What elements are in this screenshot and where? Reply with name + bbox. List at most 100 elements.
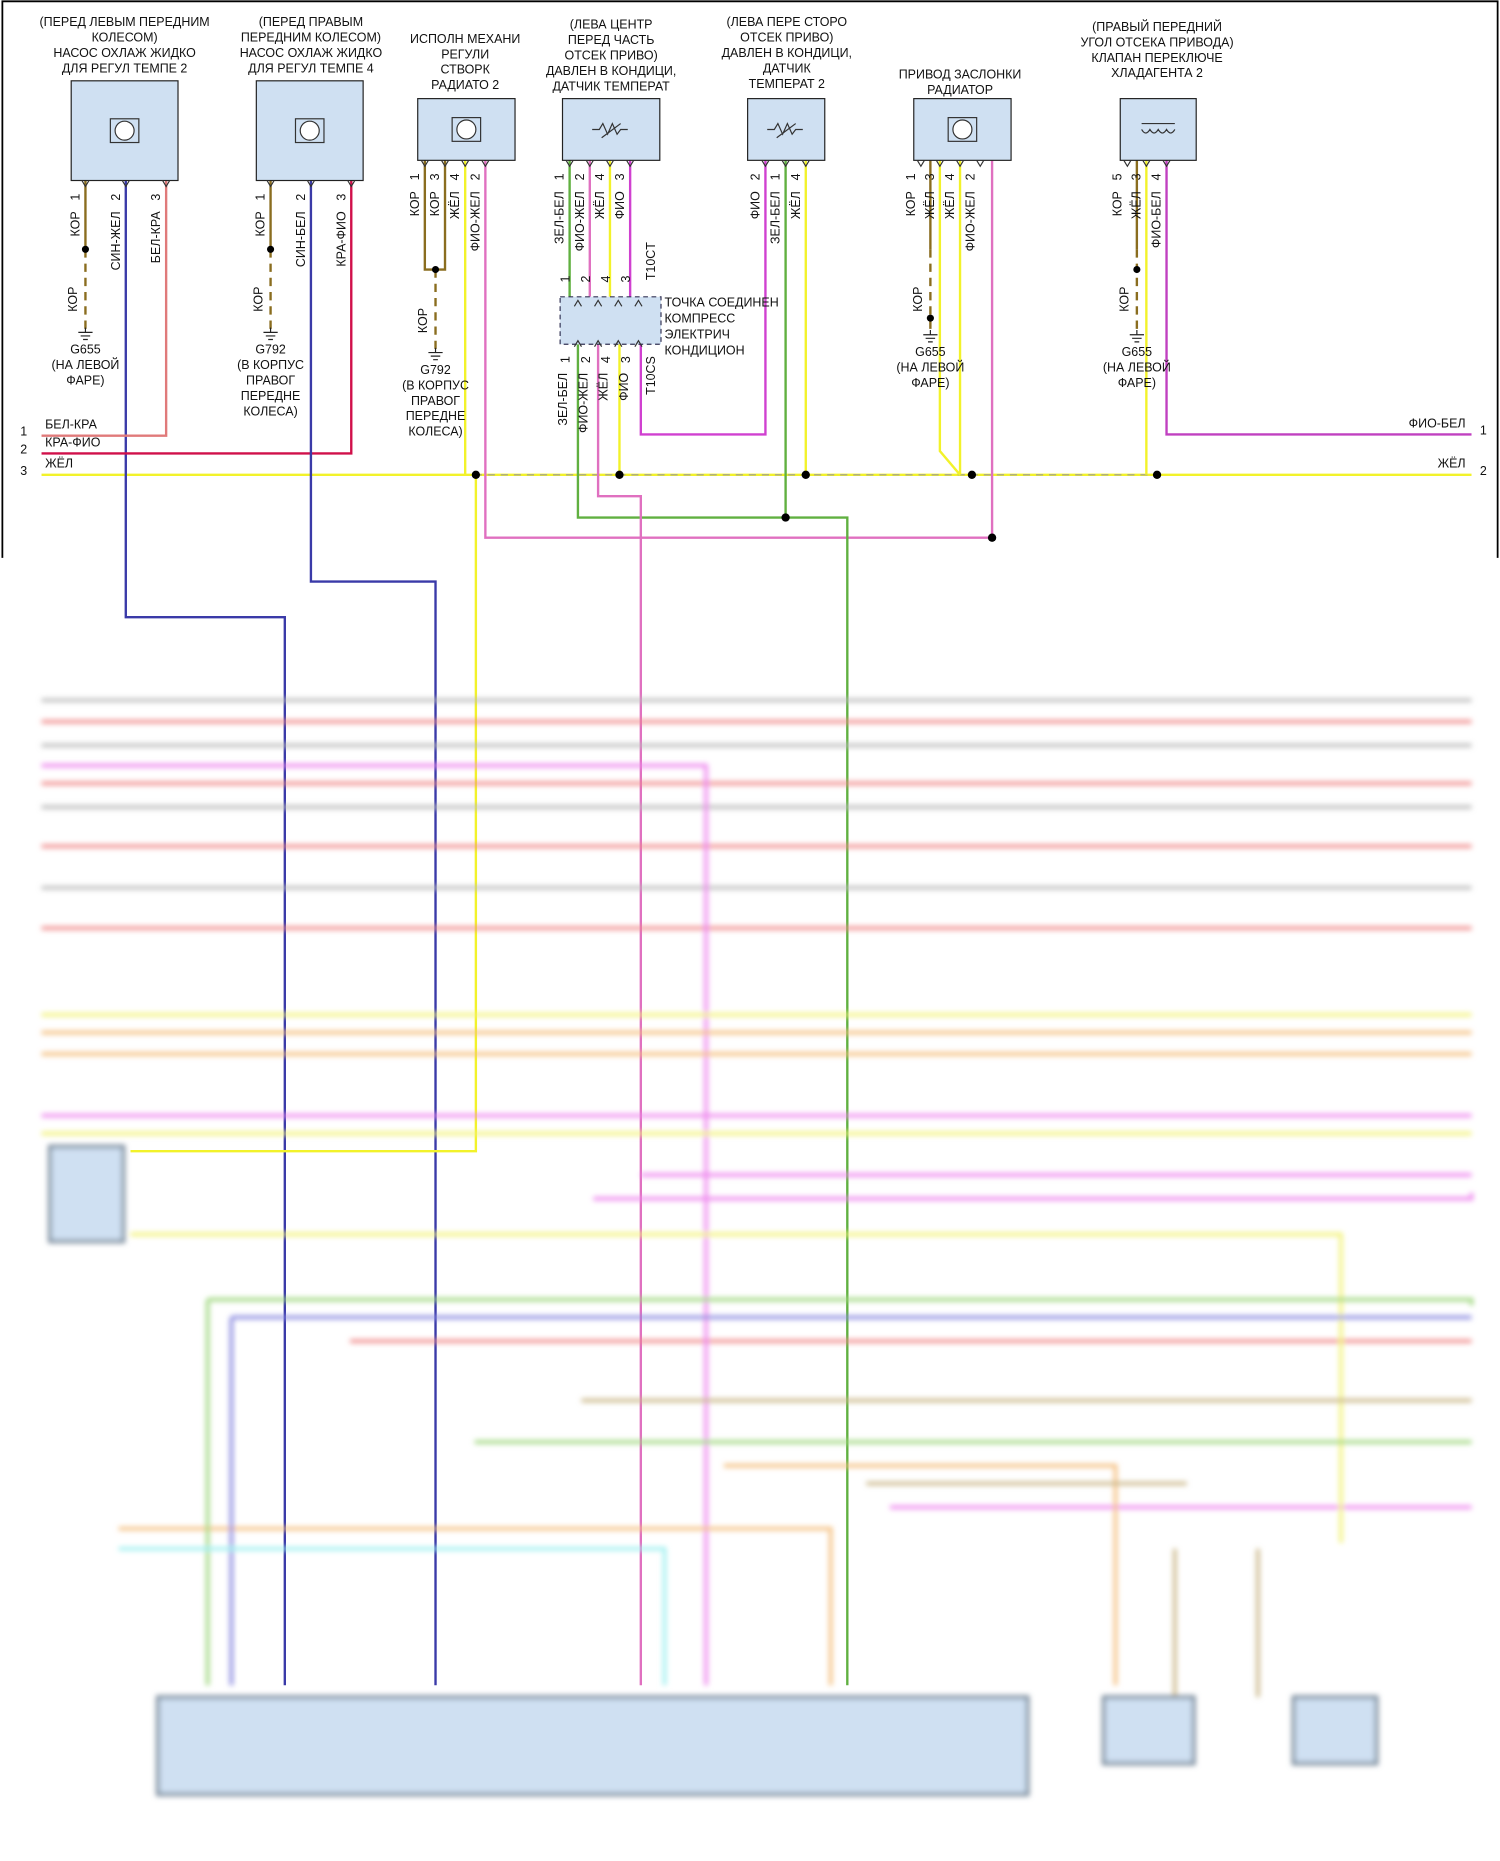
sensor-icon bbox=[767, 122, 803, 139]
pin bbox=[935, 160, 944, 168]
icon-frame bbox=[451, 117, 482, 142]
wire-label: КОР bbox=[1110, 191, 1124, 216]
ground-location: ПРАВОГ bbox=[246, 374, 295, 388]
pin-number: 1 bbox=[904, 173, 918, 180]
wire-label: ФИО bbox=[748, 191, 762, 219]
pin-number: 4 bbox=[593, 173, 607, 180]
pin bbox=[605, 160, 615, 168]
ground-symbol bbox=[78, 327, 93, 341]
pin-number: 2 bbox=[573, 173, 587, 180]
wire-label: ЖЁЛ bbox=[923, 191, 937, 219]
component-label: ОТСЕК ПРИВО) bbox=[740, 31, 833, 45]
ground-symbol bbox=[923, 330, 938, 343]
icon-frame bbox=[947, 117, 978, 142]
rail-wire-label: ФИО-БЕЛ bbox=[1409, 416, 1466, 430]
component-label: ПРИВОД ЗАСЛОНКИ bbox=[899, 67, 1022, 81]
ground-symbol bbox=[428, 347, 443, 361]
pin-number: 2 bbox=[468, 173, 482, 180]
connector-pin-mark bbox=[614, 299, 623, 347]
pin bbox=[461, 160, 470, 168]
component-box bbox=[561, 98, 661, 161]
pin-number: 3 bbox=[613, 173, 627, 180]
connector-pin-mark bbox=[594, 299, 603, 347]
pin bbox=[81, 180, 90, 188]
wire-label: ФИО bbox=[613, 191, 627, 219]
wire-label: ФИО-ЖЕЛ bbox=[573, 191, 587, 251]
connector-label: ЭЛЕКТРИЧ bbox=[665, 327, 730, 341]
component-label: ДАТЧИК bbox=[763, 62, 812, 76]
wire bbox=[588, 160, 643, 1686]
component-label: (ПРАВЫЙ ПЕРЕДНИЙ bbox=[1092, 19, 1222, 34]
component-label: КЛАПАН ПЕРЕКЛЮЧЕ bbox=[1091, 51, 1222, 65]
wire-label: ЗЕЛ-БЕЛ bbox=[553, 191, 567, 244]
pin bbox=[565, 160, 574, 168]
rail-number: 2 bbox=[1480, 464, 1487, 478]
pin-number: 3 bbox=[149, 194, 163, 201]
wire-label: ФИО-ЖЕЛ bbox=[576, 373, 590, 433]
component-label: ОТСЕК ПРИВО) bbox=[565, 48, 658, 62]
wire-label: СИН-ЖЕЛ bbox=[109, 211, 123, 270]
component-box bbox=[747, 98, 826, 161]
connector-pin: 3 bbox=[619, 356, 633, 363]
rail-wire-label: КРА-ФИО bbox=[45, 435, 101, 449]
sensor-icon bbox=[592, 122, 628, 139]
motor-icon bbox=[114, 120, 135, 141]
wire-label: ЗЕЛ-БЕЛ bbox=[556, 373, 570, 426]
pin-number: 2 bbox=[109, 194, 123, 201]
component-label: ПЕРЕД ЧАСТЬ bbox=[568, 33, 654, 47]
pin bbox=[420, 160, 429, 168]
wire bbox=[608, 160, 1148, 476]
ground-name: G655 bbox=[70, 343, 101, 357]
pin bbox=[440, 160, 450, 168]
component-label: ИСПОЛН МЕХАНИ bbox=[410, 32, 520, 46]
component-label: РЕГУЛИ bbox=[441, 47, 489, 61]
component-label: (ЛЕВА ПЕРЕ СТОРО bbox=[726, 15, 847, 29]
pin bbox=[626, 160, 635, 168]
connector-label: КОМПРЕСС bbox=[665, 311, 736, 325]
pin-number: 5 bbox=[1110, 173, 1124, 180]
pin bbox=[1142, 160, 1151, 168]
wire-label: ФИО-ЖЕЛ bbox=[963, 191, 977, 251]
pin-number: 4 bbox=[1150, 173, 1164, 180]
rail-number: 2 bbox=[20, 442, 27, 456]
component-label: РАДИАТО 2 bbox=[431, 78, 499, 92]
ground-wire-label: КОР bbox=[911, 287, 925, 312]
rail-number: 3 bbox=[20, 464, 27, 478]
ground-location: ФАРЕ) bbox=[911, 376, 949, 390]
wire-label: СИН-БЕЛ bbox=[294, 211, 308, 267]
pin-number: 4 bbox=[448, 173, 462, 180]
wire-label: ФИО-БЕЛ bbox=[1150, 191, 1164, 248]
ground-location: КОЛЕСА) bbox=[243, 404, 297, 418]
pin-number: 1 bbox=[408, 173, 422, 180]
pin-number: 1 bbox=[769, 173, 783, 180]
ground-location: (НА ЛЕВОЙ bbox=[1103, 360, 1171, 375]
pin bbox=[781, 160, 790, 168]
connector-pin: 4 bbox=[599, 356, 613, 363]
rail-wire-label: БЕЛ-КРА bbox=[45, 418, 98, 432]
wire-label: ЗЕЛ-БЕЛ bbox=[769, 191, 783, 244]
pin-number: 3 bbox=[1129, 173, 1143, 180]
ground-location: ФАРЕ) bbox=[1118, 376, 1156, 390]
wire-label: ЖЁЛ bbox=[593, 191, 607, 219]
ground-symbol bbox=[1129, 330, 1144, 343]
wire bbox=[1165, 160, 1472, 436]
component-label: ХЛАДАГЕНТА 2 bbox=[1111, 66, 1203, 80]
component-label: НАСОС ОХЛАЖ ЖИДКО bbox=[240, 46, 383, 60]
pin-number: 1 bbox=[69, 194, 83, 201]
pin-number: 1 bbox=[553, 173, 567, 180]
component-label: ДАВЛЕН В КОНДИЦИ, bbox=[546, 64, 676, 78]
component-label: ДАВЛЕН В КОНДИЦИ, bbox=[722, 46, 852, 60]
pin bbox=[955, 160, 965, 168]
pin-number: 1 bbox=[254, 194, 268, 201]
ground-location: ФАРЕ) bbox=[66, 374, 104, 388]
pin bbox=[481, 160, 490, 168]
component-label: ПЕРЕДНИМ КОЛЕСОМ) bbox=[241, 31, 381, 45]
pin-number: 4 bbox=[943, 173, 957, 180]
pin bbox=[347, 180, 356, 188]
component-label: РАДИАТОР bbox=[927, 83, 993, 97]
pin bbox=[1123, 160, 1132, 168]
rail-wire-label: ЖЁЛ bbox=[45, 457, 73, 471]
ground-wire-label: КОР bbox=[251, 287, 265, 312]
ground-location: КОЛЕСА) bbox=[408, 425, 462, 439]
connector-pin: 4 bbox=[599, 275, 613, 282]
